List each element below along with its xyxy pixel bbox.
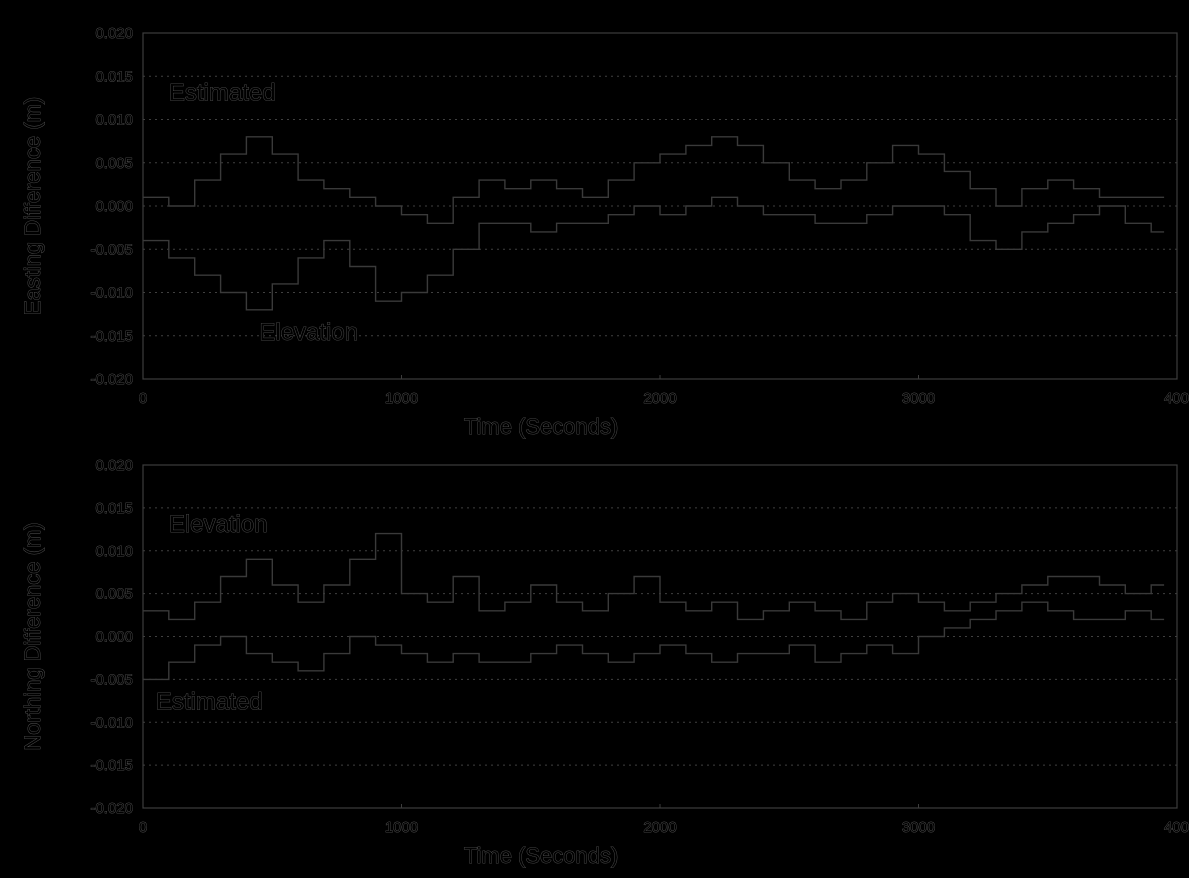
- easting-y-tick-label: -0.020: [90, 371, 133, 388]
- northing-elevation-label: Elevation: [169, 511, 268, 538]
- northing-lower-trace: [143, 601, 1165, 681]
- easting-x-tick-label: 400: [1164, 390, 1189, 407]
- northing-y-tick-label: 0.010: [95, 543, 133, 560]
- northing-x-tick-label: 2000: [643, 819, 676, 836]
- northing-estimated-label: Estimated: [156, 688, 263, 715]
- northing-x-axis-title: Time (Seconds): [464, 843, 618, 868]
- easting-x-tick-label: 1000: [385, 390, 418, 407]
- easting-estimated-label: Estimated: [169, 79, 276, 106]
- easting-series: [143, 136, 1165, 311]
- easting-x-tick-label: 2000: [643, 390, 676, 407]
- northing-x-tick-label: 1000: [385, 819, 418, 836]
- northing-y-tick-label: -0.015: [90, 757, 133, 774]
- easting-y-tick-label: -0.015: [90, 328, 133, 345]
- easting-x-axis-title: Time (Seconds): [464, 414, 618, 439]
- northing-tick-labels: 0.020 0.015 0.010 0.005 0.000 -0.005 -0.010 -0.…: [90, 457, 1189, 837]
- northing-y-tick-label: -0.010: [90, 714, 133, 731]
- easting-y-tick-label: 0.015: [95, 68, 133, 85]
- northing-y-tick-label: 0.005: [95, 586, 133, 603]
- easting-lower-trace: [143, 196, 1165, 311]
- northing-x-tick-label: 0: [139, 819, 147, 836]
- easting-y-tick-label: 0.020: [95, 25, 133, 42]
- easting-panel: 0.020 0.015 0.010 0.005 0.000 -0.005 -0.010 -0.…: [20, 25, 1189, 440]
- northing-y-tick-label: 0.020: [95, 457, 133, 474]
- northing-x-tick-label: 3000: [902, 819, 935, 836]
- easting-y-tick-label: 0.005: [95, 155, 133, 172]
- easting-y-tick-label: 0.000: [95, 198, 133, 215]
- northing-panel: 0.020 0.015 0.010 0.005 0.000 -0.005 -0.010 -0.…: [20, 457, 1189, 869]
- easting-upper-trace: [143, 136, 1165, 224]
- easting-x-tick-label: 3000: [902, 390, 935, 407]
- northing-y-tick-label: 0.000: [95, 629, 133, 646]
- easting-x-tick-label: 0: [139, 390, 147, 407]
- easting-tick-labels: 0.020 0.015 0.010 0.005 0.000 -0.005 -0.010 -0.…: [90, 25, 1189, 408]
- northing-x-tick-label: 400: [1164, 819, 1189, 836]
- northing-series: [143, 532, 1165, 681]
- easting-elevation-label: Elevation: [259, 319, 358, 346]
- northing-y-tick-label: -0.005: [90, 671, 133, 688]
- easting-y-axis-title: Easting Difference (m): [20, 97, 45, 315]
- northing-y-axis-title: Northing Difference (m): [20, 522, 45, 750]
- northing-y-tick-label: 0.015: [95, 500, 133, 517]
- northing-y-tick-label: -0.020: [90, 800, 133, 817]
- easting-y-tick-label: -0.005: [90, 241, 133, 258]
- northing-upper-trace: [143, 532, 1165, 621]
- easting-y-tick-label: 0.010: [95, 112, 133, 129]
- easting-y-tick-label: -0.010: [90, 285, 133, 302]
